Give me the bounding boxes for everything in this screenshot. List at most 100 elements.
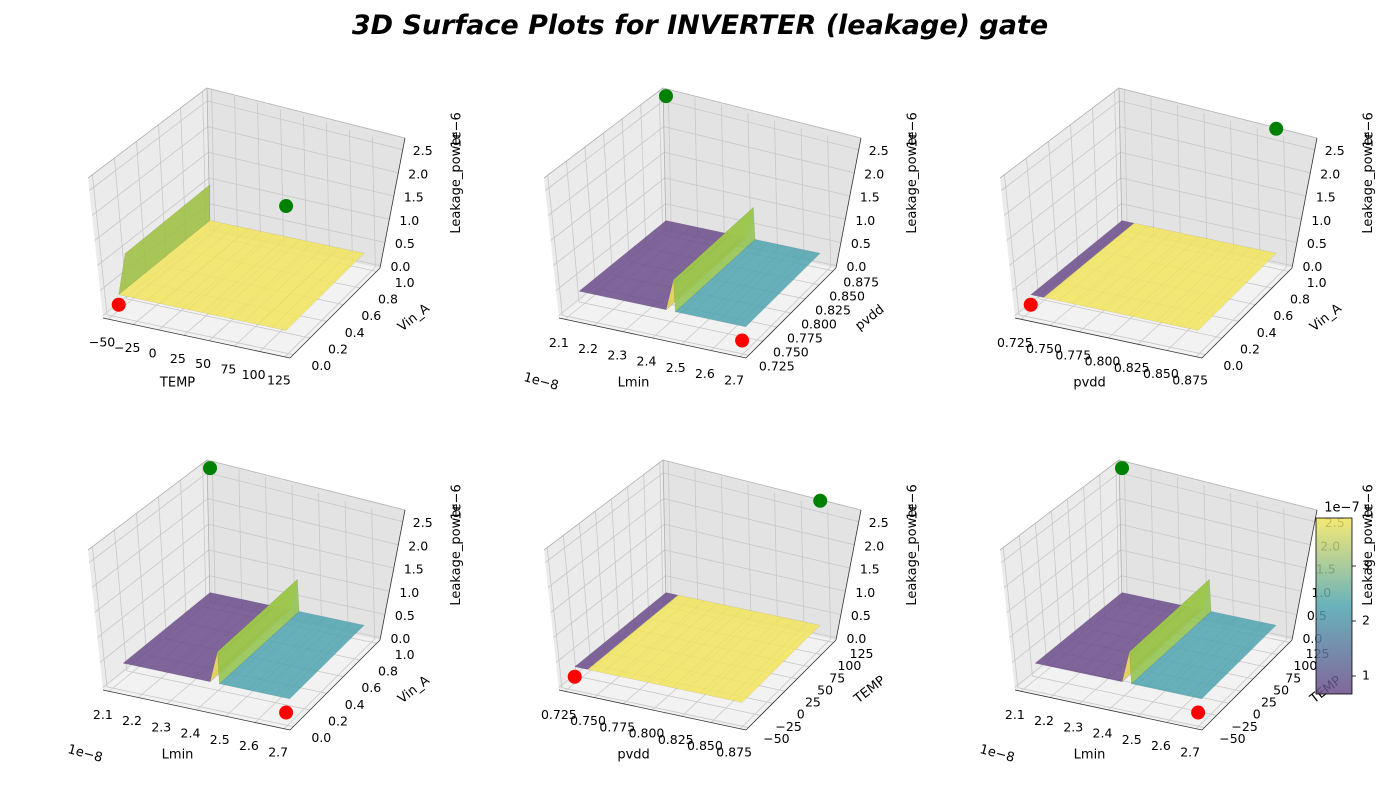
surface-mesh-line [1183, 250, 1264, 328]
z-axis-label: Leakage_power [905, 504, 920, 606]
left-grid-z [97, 177, 210, 266]
top-edge-left [87, 459, 208, 551]
x-tick-label: 2.5 [210, 732, 230, 747]
z-tick-label: 0.5 [851, 236, 871, 251]
left-pane [1000, 88, 1122, 318]
surface-mesh-line [588, 223, 680, 298]
z-axis-line [835, 137, 862, 269]
z-tick-label: 0.0 [390, 631, 410, 646]
surface-mesh-line [188, 233, 275, 310]
z-axis-line [1291, 137, 1318, 269]
z-tick-label: 2.5 [413, 515, 433, 530]
left-grid-z [545, 472, 664, 563]
surface-mid-region [674, 239, 821, 328]
z-tick-label: 2.5 [869, 515, 889, 530]
surface-mesh-line [160, 600, 249, 676]
surface-mesh-line [202, 236, 288, 313]
left-grid-z [89, 100, 208, 191]
floor-grid-y [1032, 675, 1217, 716]
max-point-marker [203, 461, 218, 476]
surface-mid-region [1130, 611, 1277, 700]
back-grid-x [1283, 508, 1288, 639]
floor-grid-y [562, 314, 749, 356]
surface-mesh-line [1128, 611, 1213, 688]
surface-mesh-line [244, 244, 326, 322]
left-grid-z [91, 126, 209, 216]
x-tick-label: 2.5 [666, 360, 686, 375]
surface-mesh-line [271, 250, 352, 328]
z-axis-label: Leakage_power [1361, 132, 1376, 234]
top-edge-left [999, 459, 1120, 551]
back-grid-x [1123, 461, 1128, 606]
y-tick-label: 50 [1273, 682, 1289, 697]
left-grid-y [1115, 462, 1120, 607]
z-axis-label: Leakage_power [905, 132, 920, 234]
y-tick-label: 125 [850, 646, 874, 661]
left-grid-y [565, 161, 580, 302]
back-edge [662, 459, 667, 605]
min-point-marker [567, 669, 582, 684]
x-tick-label: 100 [242, 367, 266, 382]
floor-grid-y [106, 314, 294, 356]
surface-mesh-line [216, 239, 301, 316]
min-point-marker [735, 333, 750, 348]
x-tick-label: 2.3 [607, 347, 627, 362]
back-pane [663, 88, 861, 268]
y-axis-line [1201, 267, 1293, 359]
z-tick-label: 0.0 [390, 259, 410, 274]
surface-mesh-line [132, 223, 224, 298]
back-grid-x [800, 500, 805, 634]
surface-mesh-line [188, 605, 275, 682]
back-grid-x [721, 477, 725, 617]
left-grid-z [1009, 549, 1122, 638]
back-edge [206, 459, 211, 605]
z-tick-label: 2.5 [1325, 143, 1345, 158]
surface-mesh-line [271, 622, 352, 700]
left-grid-y [1004, 174, 1020, 315]
colorbar-tick-label: 3 [1362, 558, 1370, 573]
y-tick-label: 0.0 [311, 358, 331, 373]
back-grid-x [747, 484, 752, 623]
colorbar-tick-label: 2 [1362, 613, 1370, 628]
surface-mesh-line [1114, 236, 1200, 313]
x-exponent-label: 1e−8 [522, 370, 560, 394]
z-exponent-label: 1e−6 [906, 484, 921, 519]
back-grid-z [1119, 498, 1311, 546]
left-grid-z [1011, 203, 1122, 291]
back-grid-z [208, 151, 394, 197]
max-point-marker [1269, 121, 1284, 136]
surface-mesh-line [244, 616, 326, 694]
x-exponent-label: 1e−8 [978, 742, 1016, 766]
surface-mesh-line [1086, 231, 1174, 307]
y-tick-label: 75 [829, 670, 845, 685]
left-grid-y [158, 496, 167, 640]
left-grid-z [553, 177, 666, 266]
surface-mesh-line [602, 597, 692, 673]
left-grid-y [621, 118, 630, 262]
surface-mesh-line [230, 614, 313, 691]
back-grid-z [663, 126, 855, 174]
back-grid-z [207, 100, 403, 150]
left-grid-z [1001, 100, 1120, 191]
subplot-1: −50−25 0 25 50 75 100 1250.00.20.40.60.81.00.0… [87, 87, 465, 390]
y-tick-label: 0.725 [759, 359, 795, 374]
x-tick-label: 0.800 [1085, 354, 1121, 369]
x-tick-label: 0.850 [687, 738, 723, 753]
max-point-marker [659, 89, 674, 104]
x-axis-label: pvdd [1073, 375, 1105, 390]
surface-mesh-line [160, 228, 249, 304]
left-grid-z [553, 549, 666, 638]
back-grid-x [694, 469, 699, 611]
y-tick-label: 0.4 [1257, 325, 1277, 340]
left-grid-y [1026, 157, 1040, 299]
left-pane [88, 460, 210, 690]
x-tick-label: 2.5 [1122, 732, 1142, 747]
y-tick-label: 1.0 [395, 647, 415, 662]
left-grid-y [114, 529, 128, 671]
y-tick-label: 1.0 [1307, 275, 1327, 290]
y-tick-label: 0.2 [1240, 342, 1260, 357]
back-grid-x [800, 128, 805, 262]
z-tick-label: 0.5 [395, 608, 415, 623]
z-tick-label: 1.0 [855, 213, 875, 228]
left-grid-y [603, 132, 613, 276]
